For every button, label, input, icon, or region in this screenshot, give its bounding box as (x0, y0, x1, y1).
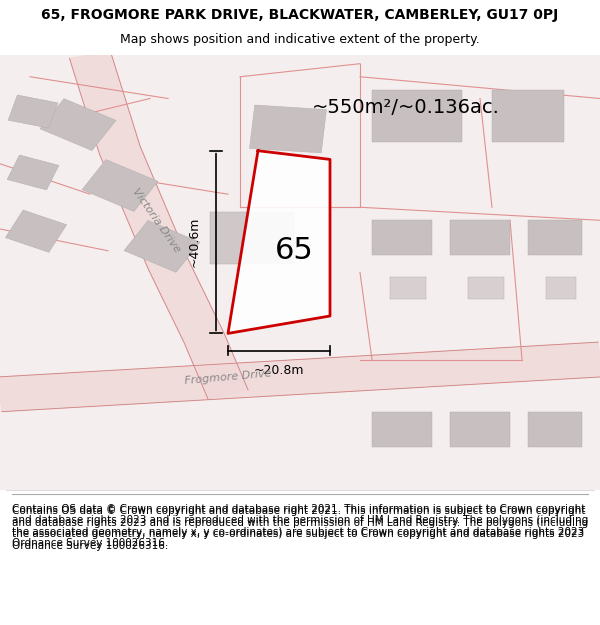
Text: 65: 65 (275, 236, 313, 265)
Polygon shape (546, 277, 576, 299)
Polygon shape (124, 221, 200, 272)
Text: Contains OS data © Crown copyright and database right 2021. This information is : Contains OS data © Crown copyright and d… (12, 506, 588, 551)
Polygon shape (528, 220, 582, 255)
Text: Contains OS data © Crown copyright and database right 2021. This information is : Contains OS data © Crown copyright and d… (12, 504, 588, 548)
Text: 65, FROGMORE PARK DRIVE, BLACKWATER, CAMBERLEY, GU17 0PJ: 65, FROGMORE PARK DRIVE, BLACKWATER, CAM… (41, 8, 559, 22)
Polygon shape (8, 95, 58, 128)
Polygon shape (372, 220, 432, 255)
Polygon shape (0, 55, 600, 490)
Text: Victoria Drive: Victoria Drive (130, 186, 182, 254)
Polygon shape (492, 90, 564, 142)
Polygon shape (0, 342, 600, 412)
Polygon shape (450, 220, 510, 255)
Polygon shape (468, 277, 504, 299)
Polygon shape (450, 412, 510, 446)
Text: ~20.8m: ~20.8m (254, 364, 304, 377)
Polygon shape (228, 151, 330, 333)
Polygon shape (70, 52, 248, 399)
Polygon shape (210, 212, 294, 264)
Text: Frogmore Drive: Frogmore Drive (184, 368, 272, 386)
Polygon shape (82, 159, 158, 211)
Polygon shape (528, 412, 582, 446)
Text: ~550m²/~0.136ac.: ~550m²/~0.136ac. (312, 98, 500, 117)
Polygon shape (40, 99, 116, 151)
Text: Map shows position and indicative extent of the property.: Map shows position and indicative extent… (120, 33, 480, 46)
Polygon shape (372, 412, 432, 446)
Polygon shape (390, 277, 426, 299)
Text: ~40.6m: ~40.6m (188, 217, 201, 268)
Polygon shape (372, 90, 462, 142)
Polygon shape (250, 105, 326, 153)
Polygon shape (5, 210, 67, 252)
Polygon shape (7, 155, 59, 190)
